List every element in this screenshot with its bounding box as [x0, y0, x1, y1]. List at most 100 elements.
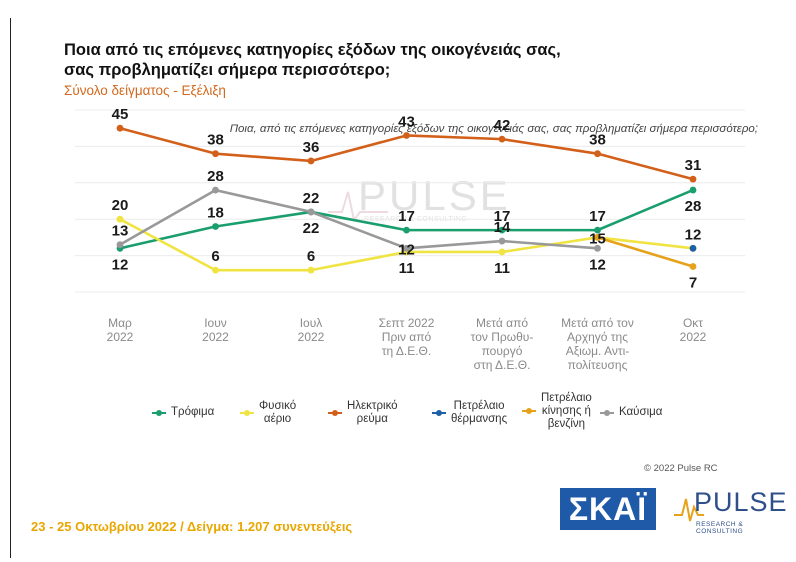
legend-item: Καύσιμα: [600, 406, 662, 419]
series-line-4: [597, 236, 694, 268]
copyright-text: © 2022 Pulse RC: [644, 463, 718, 474]
series-line-5: [119, 188, 598, 250]
data-label: 28: [207, 168, 224, 185]
legend-item: Πετρέλαιο θέρμανσης: [432, 400, 507, 426]
legend-swatch: [522, 406, 536, 416]
data-point: [498, 226, 506, 234]
data-point: [212, 186, 219, 194]
data-point: [403, 244, 410, 252]
x-tick-label: Μετά από τον Αρχηγό της Αξιωμ. Αντι-πολίτε…: [551, 316, 645, 372]
legend-item: Ηλεκτρικό ρεύμα: [328, 400, 398, 426]
legend-label-line: κίνησης ή: [541, 405, 591, 417]
legend-label-line: Φυσικό: [259, 400, 297, 412]
chart-legend: Τρόφιμα Φυσικό αέριο Ηλεκτρικό ρεύμα Πετρέλαι…: [0, 392, 796, 452]
data-point: [116, 241, 124, 249]
question-note: Ποια, από τις επόμενες κατηγορίες εξόδων…: [229, 123, 758, 135]
data-point: [689, 186, 697, 194]
line-chart: 4520131238281863622226431712114217141138…: [75, 106, 745, 293]
x-tick-label-line: Μετά από τον: [561, 316, 634, 330]
pulse-logo-word: PULSE: [694, 487, 788, 517]
legend-label-line: Πετρέλαιο: [541, 392, 592, 404]
x-tick-label: Ιουν 2022: [169, 316, 263, 344]
data-point: [689, 263, 697, 270]
x-tick-label-line: πουργό: [481, 344, 523, 358]
data-point: [498, 135, 506, 143]
legend-swatch: [328, 408, 342, 418]
pulse-logo: PULSE RESEARCH & CONSULTING: [674, 485, 787, 535]
data-point: [116, 215, 124, 223]
data-label: 11: [494, 260, 510, 277]
data-label: 22: [303, 190, 320, 207]
legend-swatch: [432, 408, 446, 418]
data-point: [403, 132, 410, 139]
data-label: 12: [589, 256, 606, 273]
data-label: 31: [685, 157, 702, 174]
watermark-word: PULSE: [358, 172, 511, 219]
data-point: [307, 157, 315, 165]
x-tick-label-line: Οκτ: [682, 316, 704, 330]
data-label: 22: [303, 220, 320, 237]
legend-item: Πετρέλαιο κίνησης ή βενζίνη: [522, 392, 592, 431]
legend-label: Ηλεκτρικό ρεύμα: [347, 400, 398, 426]
legend-item: Τρόφιμα: [152, 406, 214, 419]
data-label: 18: [207, 204, 224, 221]
data-point: [307, 208, 315, 216]
data-label: 38: [589, 132, 606, 149]
legend-label: Πετρέλαιο κίνησης ή βενζίνη: [541, 392, 592, 431]
x-tick-label-line: Σεπτ 2022: [378, 316, 435, 330]
legend-label-line: ρεύμα: [356, 413, 388, 425]
data-label: 11: [399, 260, 415, 277]
x-tick-label-line: τον Πρωθυ-: [470, 330, 534, 344]
x-tick-label-line: 2022: [202, 330, 229, 344]
data-point: [307, 266, 315, 274]
data-point: [594, 150, 601, 158]
data-point: [212, 266, 219, 274]
legend-label: Καύσιμα: [619, 406, 662, 419]
chart-title-line1: Ποια από τις επόμενες κατηγορίες εξόδων …: [64, 41, 561, 59]
data-label: 14: [494, 219, 511, 236]
legend-label-line: θέρμανσης: [451, 413, 508, 425]
legend-item: Φυσικό αέριο: [240, 400, 296, 426]
pulse-heartbeat-icon: [674, 498, 704, 522]
data-point: [403, 226, 410, 234]
data-label: 36: [303, 139, 320, 156]
x-tick-label: Ιουλ 2022: [264, 316, 358, 344]
chart-title-line2: σας προβληματίζει σήμερα περισσότερο;: [64, 61, 391, 79]
data-label: 17: [589, 208, 606, 225]
data-label: 6: [211, 248, 219, 265]
x-tick-label-line: Μετά από: [475, 316, 529, 330]
data-label: 38: [207, 132, 224, 149]
data-point: [212, 223, 219, 230]
skai-logo: ΣΚΑΪ: [560, 488, 656, 530]
data-label: 17: [398, 208, 415, 225]
legend-label-line: αέριο: [263, 413, 292, 425]
survey-footer: 23 - 25 Οκτωβρίου 2022 / Δείγμα: 1.207 σ…: [31, 519, 353, 534]
x-tick-label-line: 2022: [297, 330, 325, 344]
legend-label: Πετρέλαιο θέρμανσης: [451, 400, 507, 426]
x-tick-label: Μαρ 2022: [73, 316, 167, 344]
data-point: [594, 234, 601, 241]
x-tick-label-line: Αρχηγό της: [566, 330, 628, 344]
data-point: [594, 244, 601, 252]
data-label: 28: [685, 198, 702, 215]
legend-label-line: Ηλεκτρικό: [347, 400, 398, 412]
data-label: 20: [112, 197, 129, 214]
data-point: [689, 175, 697, 183]
data-label: 17: [494, 208, 511, 225]
data-point: [498, 237, 506, 245]
x-tick-label-line: Ιουλ: [299, 316, 323, 330]
legend-label: Τρόφιμα: [171, 406, 214, 419]
x-tick-label-line: 2022: [106, 330, 134, 344]
data-label: 7: [689, 275, 697, 292]
chart-subtitle: Σύνολο δείγματος - Εξέλιξη: [64, 83, 226, 98]
data-label: 12: [398, 241, 415, 258]
pulse-logo-sub: RESEARCH & CONSULTING: [696, 521, 744, 535]
x-tick-label-line: πολίτευσης: [567, 358, 628, 372]
data-label: 13: [112, 223, 129, 240]
legend-label-line: Πετρέλαιο: [453, 400, 505, 412]
data-label: 45: [112, 106, 129, 123]
x-tick-label: Σεπτ 2022 Πριν από τη Δ.Ε.Θ.: [360, 316, 454, 358]
data-point: [116, 124, 124, 132]
data-label: 15: [589, 230, 606, 247]
data-label: 12: [685, 226, 702, 243]
